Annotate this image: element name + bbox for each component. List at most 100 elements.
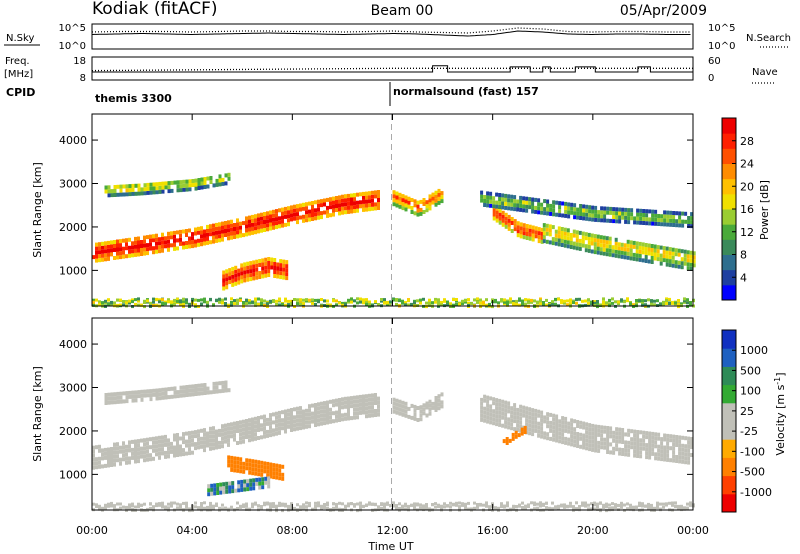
- power-cell: [546, 199, 550, 204]
- power-cell: [663, 210, 667, 215]
- power-cell: [557, 230, 561, 235]
- power-ground-cell: [491, 298, 494, 302]
- power-ground-cell: [314, 302, 317, 306]
- velocity-cell: [284, 421, 287, 426]
- power-cell: [609, 210, 613, 215]
- velocity-ground-cell: [449, 501, 452, 505]
- power-cell: [290, 209, 293, 214]
- power-cell: [590, 249, 594, 254]
- velocity-cell: [594, 440, 598, 445]
- power-cell: [554, 237, 558, 242]
- power-ground-cell: [131, 298, 134, 302]
- power-cell: [225, 273, 229, 278]
- power-cell: [221, 181, 225, 186]
- power-cell: [243, 266, 247, 271]
- power-cell: [588, 217, 592, 222]
- velocity-cell: [203, 440, 206, 445]
- power-ground-cell: [200, 302, 203, 306]
- power-cell: [563, 243, 567, 248]
- power-cell: [279, 267, 283, 272]
- velocity-ground-cell: [239, 505, 242, 509]
- power-cell: [575, 238, 579, 243]
- power-cell: [644, 247, 648, 251]
- velocity-cell: [266, 461, 270, 466]
- velocity-ground-cell: [542, 502, 545, 506]
- velocity-cell: [125, 456, 128, 461]
- velocity-cell: [207, 484, 211, 489]
- velocity-cell: [537, 425, 541, 430]
- power-cell: [413, 199, 417, 204]
- velocity-ground-cell: [503, 505, 506, 509]
- velocity-cell: [413, 416, 417, 421]
- velocity-cell: [206, 431, 209, 436]
- velocity-ground-cell: [425, 504, 428, 508]
- velocity-cell: [594, 432, 598, 437]
- velocity-cell: [531, 424, 535, 429]
- velocity-cell: [110, 459, 113, 463]
- power-cell: [221, 177, 225, 182]
- power-cell: [353, 193, 356, 198]
- power-ground-cell: [641, 303, 644, 307]
- power-ground-cell: [137, 297, 140, 301]
- power-cell: [158, 181, 162, 186]
- freq-panel: Freq. [MHz] 18 8 60 0 Nave: [4, 56, 778, 84]
- power-cell: [149, 246, 152, 251]
- power-cell: [680, 261, 684, 266]
- power-cell: [572, 229, 576, 234]
- velocity-ground-cell: [326, 503, 329, 507]
- velocity-ground-cell: [623, 503, 626, 507]
- velocity-ground-cell: [521, 507, 524, 511]
- velocity-cell: [648, 435, 652, 440]
- velocity-cell: [237, 488, 241, 493]
- velocity-ground-cell: [395, 506, 398, 510]
- velocity-cell: [314, 411, 317, 415]
- velocity-ground-cell: [176, 506, 179, 510]
- velocity-cell: [558, 439, 562, 444]
- velocity-cell: [251, 421, 254, 426]
- power-cell: [332, 196, 335, 201]
- power-ground-cell: [254, 303, 257, 307]
- power-cell: [311, 201, 314, 205]
- power-cell: [519, 234, 523, 239]
- velocity-cell: [281, 472, 285, 477]
- velocity-cell: [489, 416, 493, 421]
- velocity-ground-cell: [476, 505, 479, 509]
- power-ground-cell: [131, 300, 134, 304]
- power-cell: [251, 230, 254, 235]
- power-cell: [513, 219, 517, 224]
- velocity-cell: [107, 392, 111, 397]
- velocity-cell: [329, 415, 332, 420]
- velocity-ground-cell: [674, 504, 677, 508]
- velocity-cell: [678, 455, 682, 460]
- velocity-ground-cell: [479, 502, 482, 506]
- power-colorbar-title: Power [dB]: [758, 180, 771, 240]
- velocity-cell: [344, 396, 347, 401]
- velocity-cell: [209, 442, 212, 447]
- velocity-cell: [197, 391, 201, 396]
- velocity-ground-cell: [596, 502, 599, 506]
- velocity-colorbar-tick-label: -500: [740, 466, 765, 479]
- velocity-cell: [176, 437, 179, 441]
- power-ground-cell: [437, 300, 440, 304]
- power-cell: [122, 192, 126, 197]
- power-cell: [510, 194, 514, 199]
- power-cell: [645, 213, 649, 218]
- power-cell: [212, 183, 216, 188]
- velocity-cell: [191, 384, 195, 389]
- velocity-cell: [669, 434, 673, 439]
- power-cell: [200, 230, 203, 235]
- power-ground-cell: [677, 302, 680, 306]
- velocity-ground-cell: [113, 504, 116, 508]
- velocity-cell: [242, 469, 246, 474]
- velocity-cell: [326, 400, 329, 405]
- power-ground-cell: [224, 303, 227, 307]
- power-cell: [656, 257, 660, 262]
- power-cell: [206, 228, 209, 233]
- power-cell: [296, 204, 299, 209]
- power-cell: [266, 223, 269, 228]
- velocity-cell: [254, 420, 257, 425]
- power-ground-cell: [545, 303, 548, 307]
- power-cell: [125, 254, 128, 259]
- velocity-ground-cell: [290, 504, 293, 508]
- velocity-cell: [314, 415, 317, 419]
